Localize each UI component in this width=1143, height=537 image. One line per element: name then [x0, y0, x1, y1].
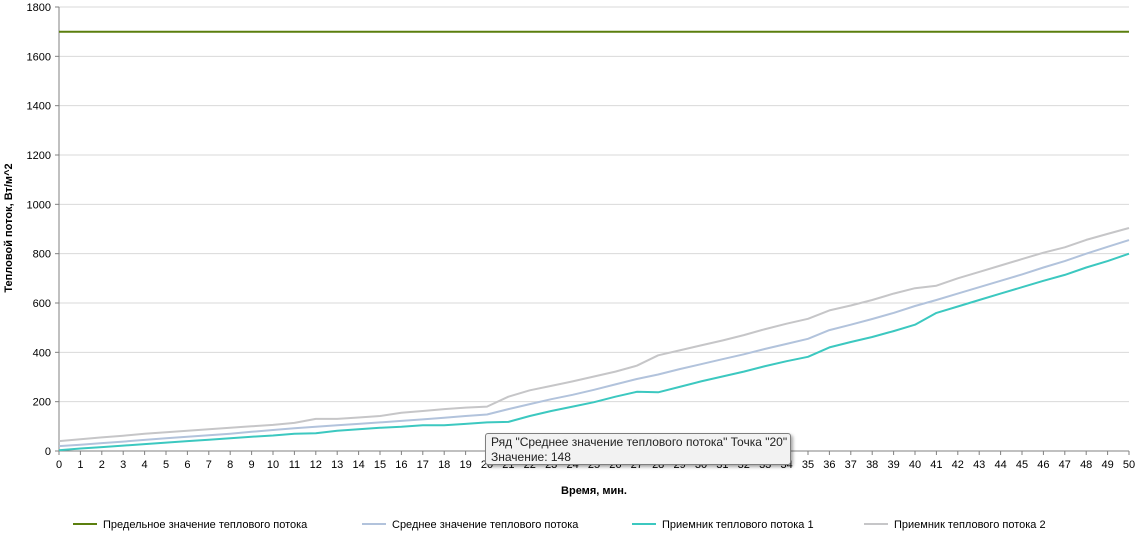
y-tick-label: 200	[33, 397, 51, 409]
x-tick-label: 12	[310, 459, 322, 471]
x-tick-label: 45	[1016, 459, 1028, 471]
y-tick-label: 400	[33, 347, 51, 359]
series-line-2[interactable]	[58, 239, 1130, 448]
series-lines	[58, 30, 1130, 452]
y-tick-label: 1600	[27, 51, 51, 63]
x-axis-title: Время, мин.	[561, 485, 627, 497]
x-tick-label: 40	[909, 459, 921, 471]
y-tick-label: 1800	[27, 2, 51, 14]
y-tick-label: 1000	[27, 199, 51, 211]
x-tick-label: 46	[1037, 459, 1049, 471]
x-tick-label: 38	[866, 459, 878, 471]
x-tick-label: 50	[1123, 459, 1135, 471]
x-tick-label: 0	[56, 459, 62, 471]
x-tick-label: 39	[887, 459, 899, 471]
x-tick-label: 5	[163, 459, 169, 471]
x-tick-label: 35	[802, 459, 814, 471]
x-tick-label: 37	[845, 459, 857, 471]
x-tick-label: 19	[459, 459, 471, 471]
y-tick-label: 1200	[27, 150, 51, 162]
y-tick-label: 1400	[27, 101, 51, 113]
series-line-4[interactable]	[58, 227, 1130, 443]
x-tick-label: 6	[184, 459, 190, 471]
legend-label-1: Предельное значение теплового потока	[103, 519, 308, 531]
x-tick-label: 1	[77, 459, 83, 471]
y-tick-label: 600	[33, 298, 51, 310]
x-tick-label: 41	[930, 459, 942, 471]
legend-label-2: Среднее значение теплового потока	[392, 519, 579, 531]
x-tick-label: 11	[289, 459, 300, 471]
x-tick-label: 14	[352, 459, 364, 471]
y-axis-title: Тепловой поток, Вт/м^2	[3, 163, 15, 292]
x-tick-label: 43	[973, 459, 985, 471]
x-tick-label: 2	[99, 459, 105, 471]
legend-label-4: Приемник теплового потока 2	[894, 519, 1046, 531]
x-tick-label: 16	[395, 459, 407, 471]
x-tick-label: 15	[374, 459, 386, 471]
x-tick-label: 17	[417, 459, 429, 471]
x-tick-label: 18	[438, 459, 450, 471]
x-tick-label: 47	[1059, 459, 1071, 471]
y-tick-label: 0	[45, 446, 51, 458]
x-tick-label: 4	[142, 459, 148, 471]
x-tick-label: 8	[227, 459, 233, 471]
x-tick-label: 13	[331, 459, 343, 471]
x-tick-label: 42	[952, 459, 964, 471]
data-point-tooltip: Ряд "Среднее значение теплового потока" …	[485, 433, 791, 465]
x-tick-label: 49	[1101, 459, 1113, 471]
y-tick-label: 800	[33, 249, 51, 261]
tooltip-value: Значение: 148	[491, 450, 571, 464]
x-tick-label: 48	[1080, 459, 1092, 471]
series-line-3[interactable]	[58, 252, 1130, 452]
x-tick-label: 36	[823, 459, 835, 471]
x-tick-label: 9	[249, 459, 255, 471]
x-tick-label: 44	[994, 459, 1006, 471]
tooltip-series-point: Ряд "Среднее значение теплового потока" …	[491, 435, 788, 449]
legend-label-3: Приемник теплового потока 1	[662, 519, 814, 531]
x-tick-label: 10	[267, 459, 279, 471]
x-tick-label: 3	[120, 459, 126, 471]
x-tick-label: 7	[206, 459, 212, 471]
gridlines	[59, 6, 1129, 452]
legend: Предельное значение теплового потока Сред…	[73, 519, 1046, 531]
